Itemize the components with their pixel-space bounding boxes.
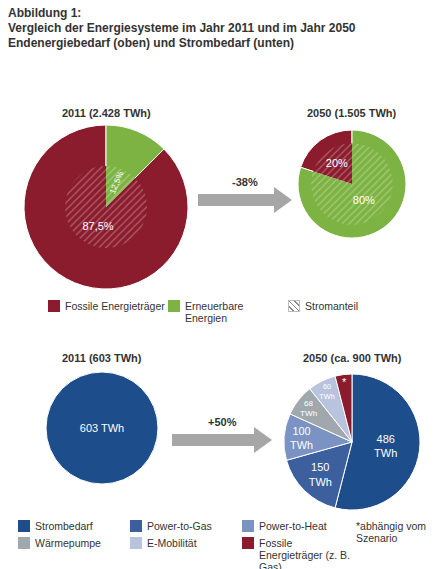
html-text:Wärmepumpe: Wärmepumpe — [35, 537, 101, 549]
html-text:Erneuerbare Energien: Erneuerbare Energien — [185, 300, 244, 324]
svg-text:60TWh: 60TWh — [319, 382, 334, 401]
html-text:Endenergiebedarf (oben) und St: Endenergiebedarf (oben) und Strombedarf … — [8, 36, 294, 50]
html-text:Power-to-Gas: Power-to-Gas — [147, 520, 212, 532]
html-text:*abhängig vom Szenario: *abhängig vom Szenario — [356, 520, 427, 544]
svg-text:2050 (ca. 900 TWh): 2050 (ca. 900 TWh) — [303, 352, 402, 364]
html-text:Abbildung 1:: Abbildung 1: — [8, 6, 82, 20]
svg-text:-38%: -38% — [232, 176, 258, 188]
svg-text:603 TWh: 603 TWh — [80, 422, 124, 434]
svg-text:2050 (1.505 TWh): 2050 (1.505 TWh) — [307, 107, 397, 119]
html-text:Strombedarf: Strombedarf — [35, 520, 93, 532]
html-text:Power-to-Heat: Power-to-Heat — [259, 520, 327, 532]
html-text:E-Mobilität: E-Mobilität — [147, 537, 197, 549]
svg-text:486TWh: 486TWh — [374, 433, 397, 459]
svg-text:150TWh: 150TWh — [309, 461, 332, 487]
svg-text:12,5%: 12,5% — [107, 169, 125, 195]
svg-text:87,5%: 87,5% — [82, 220, 113, 232]
svg-text:68TWh: 68TWh — [300, 399, 317, 419]
svg-text:2011 (2.428 TWh): 2011 (2.428 TWh) — [62, 107, 151, 119]
svg-text:20%: 20% — [326, 157, 348, 169]
html-text:Stromanteil: Stromanteil — [305, 300, 359, 312]
svg-text:80%: 80% — [353, 194, 375, 206]
html-text:Fossile Energieträger: Fossile Energieträger — [65, 300, 165, 312]
svg-text:100TWh: 100TWh — [290, 425, 313, 451]
svg-text:2011 (603 TWh): 2011 (603 TWh) — [62, 352, 142, 364]
html-text:Vergleich der Energiesysteme i: Vergleich der Energiesysteme im Jahr 201… — [8, 21, 356, 35]
svg-text:*: * — [342, 376, 347, 388]
svg-text:+50%: +50% — [208, 416, 237, 428]
